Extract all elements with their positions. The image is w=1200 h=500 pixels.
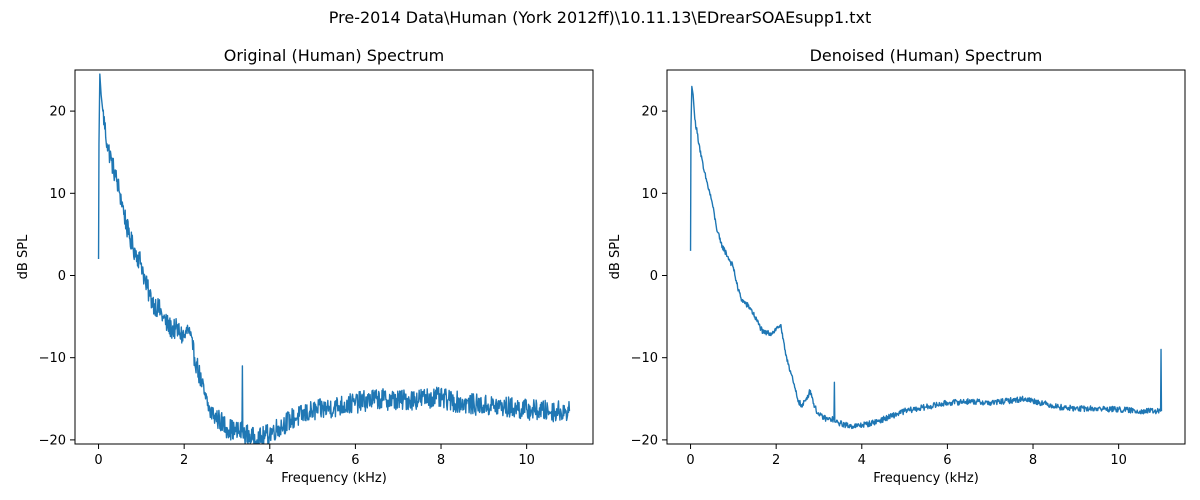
x-axis-label: Frequency (kHz) — [873, 471, 979, 486]
y-axis-label: dB SPL — [608, 234, 623, 279]
chart-title: Original (Human) Spectrum — [224, 46, 445, 65]
figure-title: Pre-2014 Data\Human (York 2012ff)\10.11.… — [328, 8, 872, 27]
y-tick-label: −20 — [39, 433, 66, 448]
x-tick-label: 2 — [772, 453, 780, 468]
y-axis-label: dB SPL — [16, 234, 31, 279]
x-tick-label: 6 — [351, 453, 359, 468]
x-tick-label: 8 — [437, 453, 445, 468]
x-tick-label: 6 — [943, 453, 951, 468]
x-tick-label: 10 — [1110, 453, 1127, 468]
y-tick-label: 10 — [641, 187, 658, 202]
y-tick-label: 0 — [58, 269, 66, 284]
y-tick-label: −20 — [631, 433, 658, 448]
x-tick-label: 2 — [180, 453, 188, 468]
chart-panel-2: Denoised (Human) Spectrum 0 2 4 6 8 10 −20 −10 0 1… — [608, 46, 1186, 486]
x-tick-label: 8 — [1029, 453, 1037, 468]
y-tick-label: −10 — [631, 351, 658, 366]
series-line — [97, 73, 571, 444]
x-tick-label: 4 — [266, 453, 274, 468]
chart-title: Denoised (Human) Spectrum — [810, 46, 1043, 65]
x-axis-label: Frequency (kHz) — [281, 471, 387, 486]
plot-frame — [666, 69, 1186, 445]
y-tick-label: −10 — [39, 351, 66, 366]
y-tick-label: 20 — [49, 105, 66, 120]
y-tick-label: 20 — [641, 105, 658, 120]
x-tick-label: 0 — [94, 453, 102, 468]
x-tick-label: 0 — [686, 453, 694, 468]
x-tick-label: 10 — [518, 453, 535, 468]
x-tick-label: 4 — [858, 453, 866, 468]
plot-frame — [74, 69, 594, 445]
chart-panel-1: Original (Human) Spectrum 0 2 4 6 8 10 −20 −10 0 1… — [16, 46, 594, 486]
y-tick-label: 10 — [49, 187, 66, 202]
series-line — [689, 85, 1163, 430]
y-tick-label: 0 — [650, 269, 658, 284]
